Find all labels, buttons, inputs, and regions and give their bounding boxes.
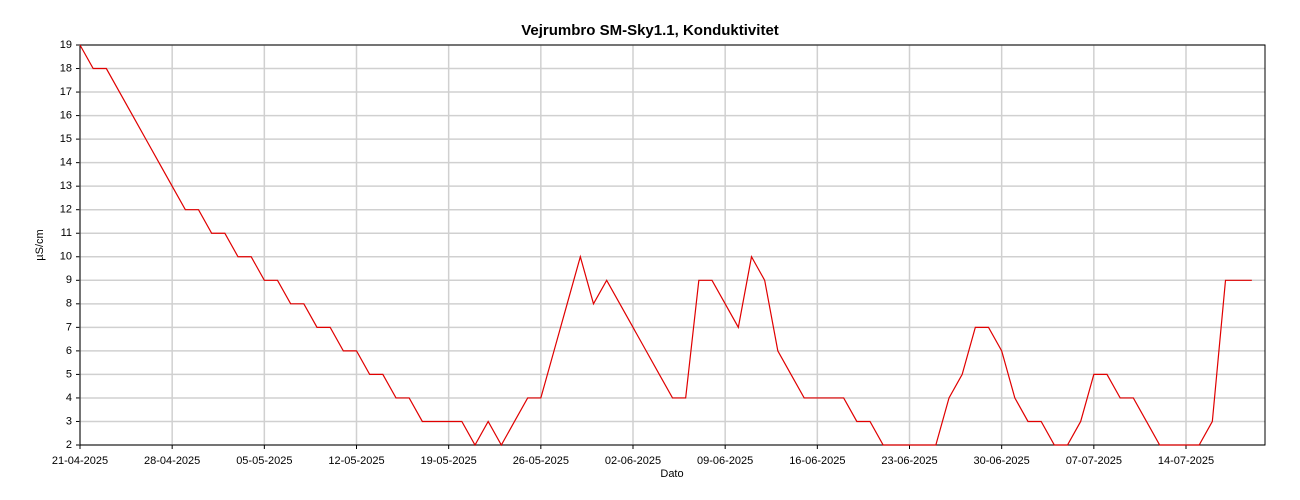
y-tick-label: 17 (60, 86, 72, 98)
y-tick-label: 19 (60, 39, 72, 51)
y-tick-label: 7 (66, 321, 72, 333)
x-tick-label: 07-07-2025 (1066, 455, 1122, 467)
x-tick-label: 30-06-2025 (974, 455, 1030, 467)
x-tick-label: 16-06-2025 (789, 455, 845, 467)
x-tick-label: 23-06-2025 (881, 455, 937, 467)
y-tick-label: 14 (60, 157, 72, 169)
x-tick-label: 26-05-2025 (513, 455, 569, 467)
x-tick-label: 02-06-2025 (605, 455, 661, 467)
y-tick-label: 5 (66, 368, 72, 380)
y-tick-label: 10 (60, 251, 72, 263)
y-tick-label: 11 (61, 227, 72, 239)
y-tick-label: 9 (66, 274, 72, 286)
data-line (79, 44, 1252, 447)
y-tick-label: 6 (66, 345, 72, 357)
x-axis-label: Dato (660, 468, 683, 480)
y-tick-label: 16 (60, 109, 72, 121)
y-tick-label: 3 (66, 415, 72, 427)
x-tick-label: 14-07-2025 (1158, 455, 1214, 467)
y-tick-label: 8 (66, 298, 72, 310)
y-tick-label: 2 (66, 439, 72, 451)
x-tick-label: 09-06-2025 (697, 455, 753, 467)
x-tick-label: 05-05-2025 (236, 455, 292, 467)
y-tick-label: 18 (60, 62, 72, 74)
x-tick-label: 28-04-2025 (144, 455, 200, 467)
y-tick-label: 13 (60, 180, 72, 192)
x-tick-label: 19-05-2025 (421, 455, 477, 467)
chart-title: Vejrumbro SM-Sky1.1, Konduktivitet (521, 22, 779, 39)
x-tick-label: 12-05-2025 (328, 455, 384, 467)
y-tick-label: 15 (60, 133, 72, 145)
x-tick-label: 21-04-2025 (52, 455, 108, 467)
plot-frame (79, 44, 1266, 446)
y-axis-label: µS/cm (34, 229, 46, 260)
y-tick-label: 4 (66, 392, 72, 404)
y-tick-label: 12 (60, 204, 72, 216)
